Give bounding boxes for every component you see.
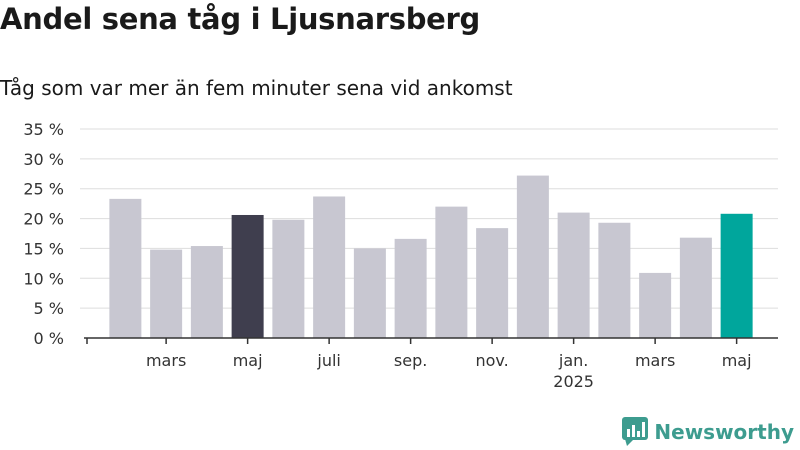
bar [720,213,753,338]
y-tick-label: 0 % [34,329,64,348]
x-tick-sublabel: 2025 [553,372,594,391]
x-tick-label: maj [233,351,263,370]
newsworthy-brand: Newsworthy [622,416,794,448]
y-tick-label: 20 % [23,210,64,229]
x-tick-label: nov. [476,351,509,370]
bar [557,212,590,338]
chart-subtitle: Tåg som var mer än fem minuter sena vid … [0,76,513,100]
bar [313,196,346,338]
bar [109,198,142,338]
bar [598,222,631,338]
x-tick-label: mars [146,351,186,370]
newsworthy-logo-icon [622,417,649,446]
y-tick-label: 5 % [34,299,64,318]
y-tick-label: 15 % [23,239,64,258]
y-tick-label: 30 % [23,150,64,169]
bar [516,175,549,338]
y-tick-label: 25 % [23,180,64,199]
x-tick-label: sep. [394,351,427,370]
y-tick-label: 35 % [23,120,64,139]
bar [190,246,223,338]
brand-name: Newsworthy [654,420,794,444]
x-tick-label: juli [316,351,340,370]
chart-title: Andel sena tåg i Ljusnarsberg [0,2,481,36]
x-tick-label: mars [635,351,675,370]
bar [150,249,183,338]
bar [231,214,264,338]
bar [435,206,468,338]
bar [639,272,672,338]
bar [679,237,712,338]
x-tick-label: maj [722,351,752,370]
y-tick-label: 10 % [23,269,64,288]
bar [353,248,386,338]
bar [272,219,305,338]
bar [394,238,427,338]
x-tick-label: jan. [558,351,588,370]
bar [476,228,509,338]
